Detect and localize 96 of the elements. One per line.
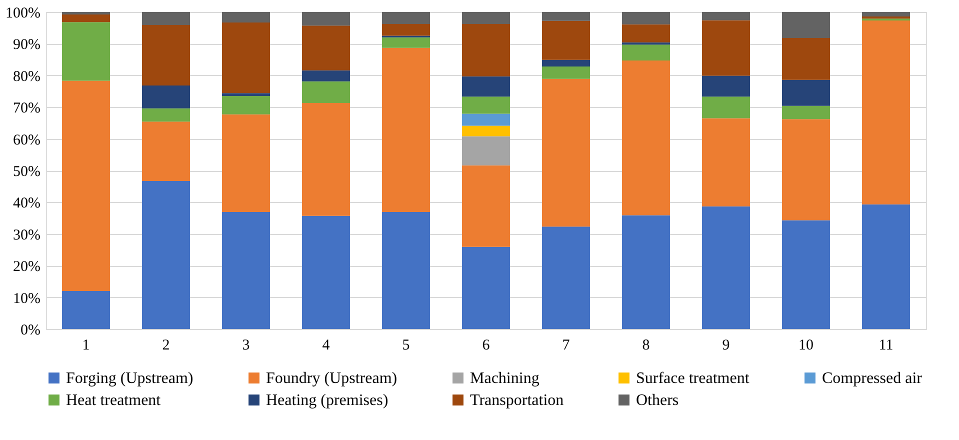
legend-label: Surface treatment	[636, 370, 750, 387]
bar	[542, 226, 590, 329]
legend-label: Foundry (Upstream)	[266, 370, 398, 387]
bar	[702, 96, 750, 118]
legend-label: Heat treatment	[66, 392, 162, 409]
x-tick-label: 11	[878, 338, 894, 354]
bar	[142, 86, 190, 108]
bar	[462, 96, 510, 114]
legend-label: Others	[636, 392, 679, 409]
bar	[302, 81, 350, 103]
bar	[222, 93, 270, 96]
bar	[62, 290, 110, 329]
bar	[542, 12, 590, 21]
bar	[302, 102, 350, 216]
bar	[462, 24, 510, 76]
bar	[62, 12, 110, 15]
x-tick-label: 4	[322, 338, 330, 354]
legend-label: Machining	[470, 370, 540, 387]
bar	[222, 12, 270, 22]
bar	[622, 44, 670, 60]
bar	[862, 16, 910, 19]
bar	[382, 12, 430, 24]
bar	[462, 136, 510, 166]
bar	[302, 12, 350, 26]
bar	[622, 24, 670, 42]
bar	[382, 24, 430, 36]
bar	[782, 119, 830, 220]
bar	[462, 12, 510, 24]
x-tick-label: 3	[242, 338, 250, 354]
y-tick-label: 90%	[13, 37, 40, 54]
bar	[62, 14, 110, 22]
y-tick-label: 100%	[6, 6, 40, 22]
x-tick-label: 9	[722, 338, 730, 354]
bar	[222, 22, 270, 94]
bar	[862, 20, 910, 204]
bar	[782, 38, 830, 80]
bar	[142, 122, 190, 181]
y-tick-label: 40%	[13, 196, 40, 212]
bar	[462, 114, 510, 126]
bar	[62, 22, 110, 81]
x-tick-label: 2	[162, 338, 170, 354]
bar	[542, 20, 590, 60]
bar	[622, 60, 670, 216]
legend-label: Heating (premises)	[266, 392, 388, 409]
bar	[782, 80, 830, 106]
bar	[462, 76, 510, 97]
y-tick-label: 20%	[13, 259, 40, 276]
bar	[382, 37, 430, 48]
bar	[222, 96, 270, 114]
bar	[782, 220, 830, 329]
bar	[862, 204, 910, 329]
bar	[702, 20, 750, 76]
legend-label: Compressed air	[822, 370, 923, 387]
x-tick-label: 6	[482, 338, 490, 354]
bar	[622, 215, 670, 329]
bar	[382, 48, 430, 212]
bar	[142, 12, 190, 25]
bar	[542, 60, 590, 67]
bar	[782, 106, 830, 120]
x-tick-label: 10	[798, 338, 814, 354]
bar	[542, 66, 590, 79]
bar	[142, 24, 190, 86]
bar	[702, 206, 750, 329]
bar	[462, 246, 510, 329]
bar	[302, 70, 350, 82]
bar	[622, 12, 670, 24]
bar	[462, 126, 510, 136]
bar	[622, 42, 670, 45]
bar	[302, 216, 350, 329]
y-tick-label: 60%	[13, 132, 40, 148]
y-tick-label: 80%	[13, 68, 40, 85]
legend-label: Forging (Upstream)	[66, 370, 194, 387]
y-tick-label: 0%	[20, 322, 40, 338]
bar	[222, 114, 270, 212]
x-tick-label: 7	[562, 338, 570, 354]
y-tick-label: 50%	[13, 164, 40, 180]
bar	[222, 212, 270, 329]
bar	[782, 12, 830, 38]
y-tick-label: 10%	[13, 290, 40, 307]
bar	[702, 12, 750, 20]
bar	[542, 78, 590, 227]
bar	[302, 26, 350, 70]
bar	[702, 76, 750, 97]
x-tick-label: 5	[402, 338, 410, 354]
bar	[862, 12, 910, 16]
bar	[142, 108, 190, 122]
y-tick-label: 70%	[13, 100, 40, 117]
y-tick-label: 30%	[13, 227, 40, 244]
bar	[702, 118, 750, 206]
legend-label: Transportation	[470, 392, 564, 409]
bar	[62, 80, 110, 291]
x-tick-label: 1	[82, 338, 90, 354]
bar	[142, 180, 190, 329]
bar	[382, 212, 430, 329]
x-tick-label: 8	[642, 338, 650, 354]
bar	[462, 165, 510, 247]
